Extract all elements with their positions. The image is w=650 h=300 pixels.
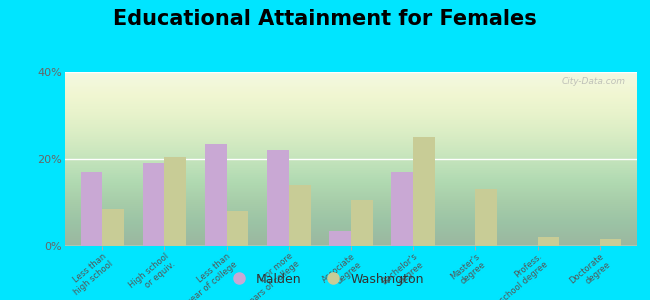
Bar [413, 137, 435, 246]
Bar [351, 200, 372, 246]
Bar [227, 211, 248, 246]
Text: City-Data.com: City-Data.com [562, 77, 625, 86]
Bar [102, 209, 124, 246]
Text: Educational Attainment for Females: Educational Attainment for Females [113, 9, 537, 29]
Bar [205, 144, 227, 246]
Bar [538, 237, 559, 246]
Legend: Malden, Washington: Malden, Washington [221, 268, 429, 291]
Bar [330, 231, 351, 246]
Bar [164, 157, 187, 246]
Bar [475, 190, 497, 246]
Bar [143, 163, 164, 246]
Bar [289, 185, 311, 246]
Bar [600, 239, 621, 246]
Bar [81, 172, 102, 246]
Bar [391, 172, 413, 246]
Bar [267, 150, 289, 246]
